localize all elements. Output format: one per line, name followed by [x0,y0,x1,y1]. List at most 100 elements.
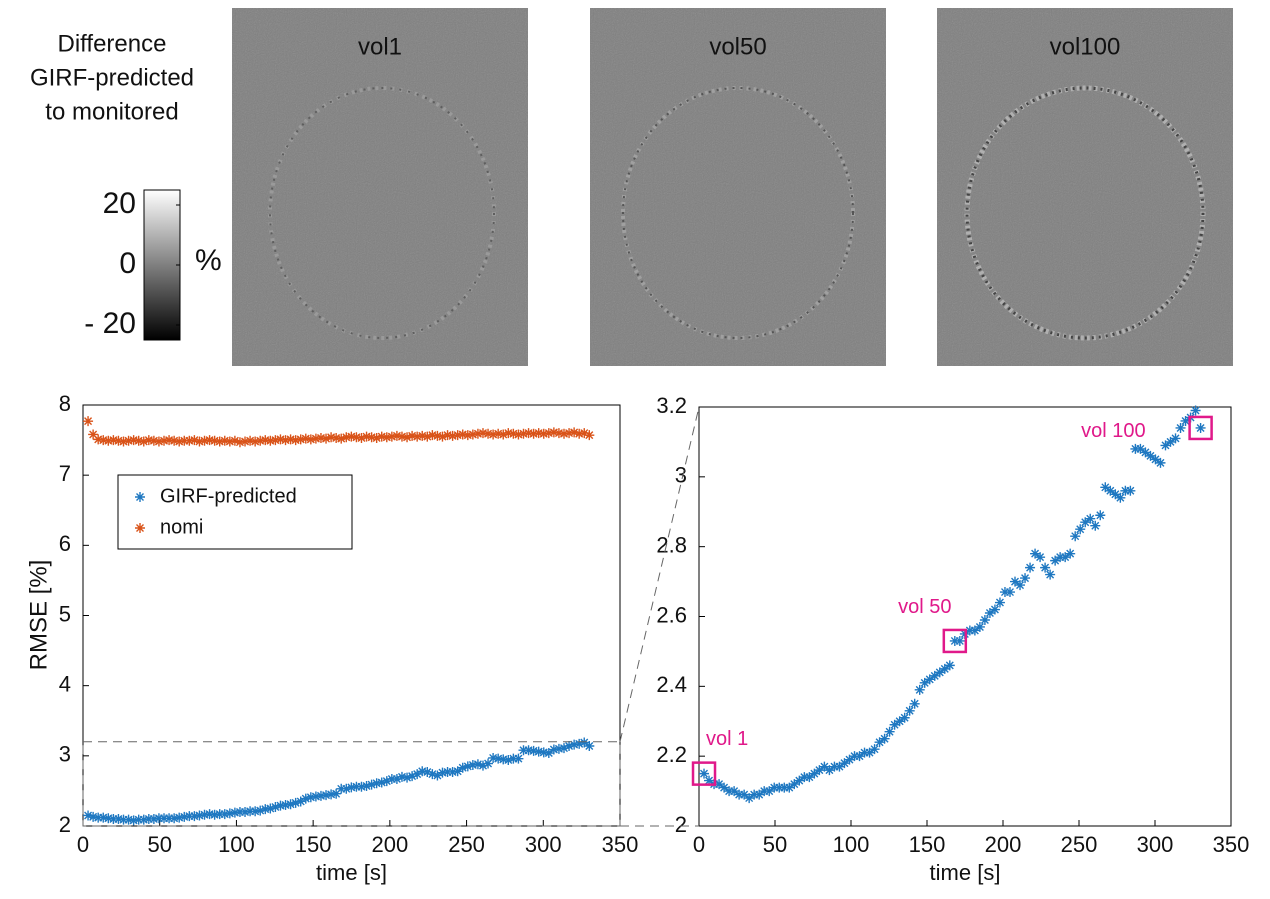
data-point [799,772,810,783]
data-point [427,769,438,780]
data-point [457,762,468,773]
data-point [1135,443,1146,454]
data-point [189,435,200,446]
data-point [366,779,377,790]
data-point [128,815,139,826]
data-point [1050,555,1061,566]
data-point [245,806,256,817]
data-point [1155,457,1166,468]
data-point [402,772,413,783]
y-tick-label: 2 [675,812,687,837]
data-point [538,428,549,439]
data-point [1090,520,1101,531]
data-point [829,761,840,772]
data-point [704,775,715,786]
highlight-box [1188,415,1213,441]
data-point [533,428,544,439]
data-point [386,773,397,784]
data-point [194,810,205,821]
data-point [361,781,372,792]
data-point [1195,422,1206,433]
data-point [564,741,575,752]
data-point [255,435,266,446]
data-point [724,786,735,797]
data-point [749,789,760,800]
data-point [729,786,740,797]
data-point [164,813,175,824]
data-point [844,754,855,765]
data-point [143,435,154,446]
data-point [1035,552,1046,563]
data-point [351,781,362,792]
highlight-box [691,761,717,786]
data-point [1070,531,1081,542]
data-point [351,432,362,443]
data-point [1145,450,1156,461]
data-point [169,435,180,446]
data-point [402,432,413,443]
data-point [1004,587,1015,598]
data-point [1125,485,1136,496]
y-tick-label: 2 [59,812,71,837]
y-tick-label: 3 [59,742,71,767]
data-point [179,435,190,446]
data-point [219,435,230,446]
data-point [437,431,448,442]
data-point [849,751,860,762]
data-point [934,667,945,678]
data-point [83,416,94,427]
data-point [123,814,134,825]
data-point [381,432,392,443]
data-point [275,434,286,445]
data-point [305,434,316,445]
data-point [341,783,352,794]
data-point [543,428,554,439]
data-point [219,809,230,820]
y-tick-label: 5 [59,601,71,626]
x-tick-label: 0 [77,832,89,857]
data-point [93,434,104,445]
x-tick-label: 350 [1213,832,1250,857]
data-point [229,435,240,446]
data-point [174,436,185,447]
data-point [472,428,483,439]
x-tick-label: 150 [909,832,946,857]
data-point [174,812,185,823]
data-point [321,790,332,801]
data-point [1010,576,1021,587]
data-point [579,428,590,439]
data-point [113,435,124,446]
data-point [447,430,458,441]
data-point [493,753,504,764]
data-point [371,432,382,443]
plot-frame [698,406,1232,827]
data-point [538,747,549,758]
data-point [989,604,1000,615]
y-tick-label: 8 [59,391,71,416]
data-point [315,790,326,801]
x-axis-label: time [s] [930,860,1001,885]
image-title: vol50 [709,33,766,60]
image-row: vol1 vol50 vol100 [232,8,1233,366]
data-point [407,430,418,441]
legend-box [117,474,353,550]
data-point [260,435,271,446]
y-tick-label: 3 [675,463,687,488]
data-point [214,809,225,820]
data-point [553,743,564,754]
x-tick-label: 350 [602,832,639,857]
data-point [391,773,402,784]
data-point [574,738,585,749]
data-point [326,432,337,443]
data-point [245,435,256,446]
data-point [1020,573,1031,584]
data-point [1060,552,1071,563]
data-point [290,797,301,808]
data-point [553,428,564,439]
data-point [224,436,235,447]
data-point [854,751,865,762]
data-point [919,677,930,688]
data-point [417,766,428,777]
data-point [558,428,569,439]
